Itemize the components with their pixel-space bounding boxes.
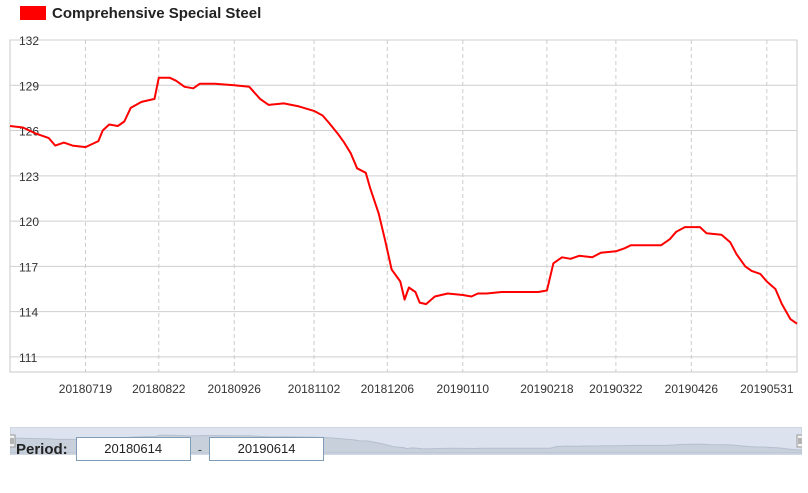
y-tick-label: 114 <box>19 306 38 320</box>
navigator-left-handle[interactable] <box>10 434 16 448</box>
series-line <box>9 76 798 325</box>
x-tick-label: 20190426 <box>665 382 719 396</box>
y-tick-label: 129 <box>19 79 39 93</box>
x-tick-label: 20180926 <box>208 382 262 396</box>
x-tick-label: 20190218 <box>520 382 574 396</box>
period-separator: - <box>197 441 203 457</box>
x-tick-label: 20190531 <box>740 382 794 396</box>
y-tick-label: 111 <box>19 351 38 365</box>
x-tick-label: 20190110 <box>437 382 490 396</box>
legend-label: Comprehensive Special Steel <box>52 4 262 22</box>
x-tick-label: 20190322 <box>589 382 643 396</box>
plot-area <box>9 39 798 373</box>
x-tick-label: 20180822 <box>132 382 186 396</box>
y-tick-label: 132 <box>19 34 39 48</box>
navigator-right-handle[interactable] <box>796 434 802 448</box>
x-tick-label: 20180719 <box>59 382 113 396</box>
period-end-input[interactable]: 20190614 <box>209 437 325 461</box>
legend-swatch <box>20 6 46 20</box>
y-tick-label: 120 <box>19 215 39 229</box>
period-label: Period: <box>16 440 68 458</box>
period-start-input[interactable]: 20180614 <box>75 437 191 461</box>
y-tick-label: 117 <box>19 260 38 274</box>
period-selector: Period: 20180614 - 20190614 <box>16 436 325 462</box>
chart-legend[interactable]: Comprehensive Special Steel <box>20 4 261 22</box>
y-tick-label: 123 <box>19 170 39 184</box>
x-tick-label: 20181206 <box>361 382 415 396</box>
x-tick-label: 20181102 <box>288 382 341 396</box>
